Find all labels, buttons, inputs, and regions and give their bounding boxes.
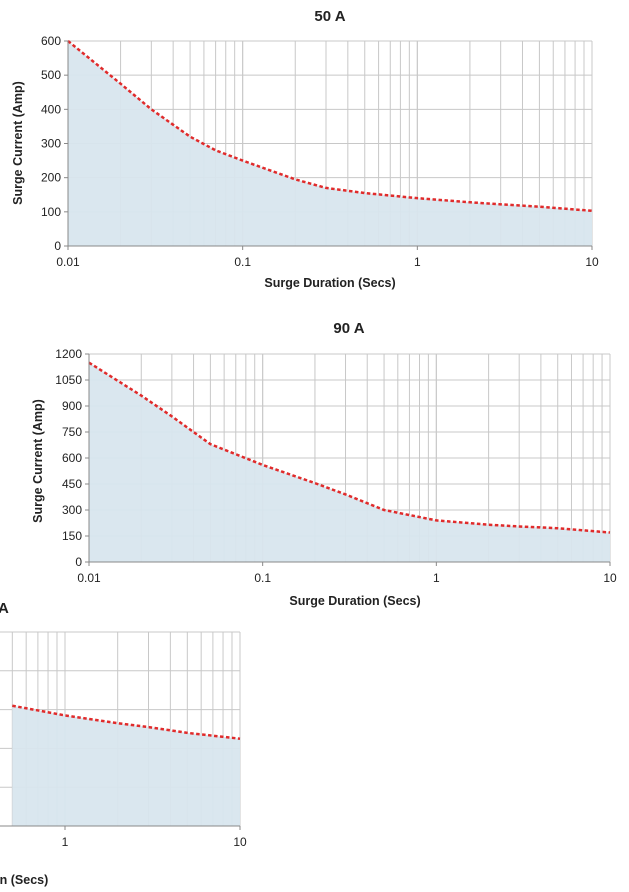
- chart-50a-x-ticks: 0.01 0.1 1 10: [56, 246, 599, 269]
- chart-50a-title: 50 A: [314, 8, 345, 25]
- y-tick-label: 600: [41, 34, 61, 48]
- x-tick-label: 0.1: [254, 571, 271, 585]
- chart-90a-x-axis-label: Surge Duration (Secs): [289, 594, 420, 608]
- y-tick-label: 0: [75, 555, 82, 569]
- x-tick-label: 0.01: [56, 255, 80, 269]
- chart-90a-y-axis-label: Surge Current (Amp): [31, 399, 45, 523]
- x-tick-label: 10: [585, 255, 599, 269]
- chart-90a-area-fill: [89, 362, 610, 562]
- y-tick-label: 300: [41, 137, 61, 151]
- chart-50a-y-axis-label: Surge Current (Amp): [11, 81, 25, 205]
- y-tick-label: 450: [62, 477, 82, 491]
- y-tick-label: 0: [54, 239, 61, 253]
- chart-90a-y-ticks: 0 150 300 450 600 750 900 1050 1200: [55, 347, 89, 569]
- chart-90a-series-line: [88, 361, 611, 534]
- chart-partial-x-ticks: 1 10: [62, 826, 247, 849]
- chart-partial: 1 10 A on (Secs): [0, 600, 247, 887]
- x-tick-label: 1: [62, 835, 69, 849]
- y-tick-label: 1050: [55, 373, 82, 387]
- y-tick-label: 300: [62, 503, 82, 517]
- y-tick-label: 600: [62, 451, 82, 465]
- chart-90a-title: 90 A: [333, 320, 364, 337]
- x-tick-label: 1: [433, 571, 440, 585]
- chart-50a-x-axis-label: Surge Duration (Secs): [264, 276, 395, 290]
- chart-partial-x-axis-label: on (Secs): [0, 873, 48, 887]
- y-tick-label: 200: [41, 171, 61, 185]
- x-tick-label: 10: [233, 835, 247, 849]
- chart-50a-area-fill: [68, 41, 592, 246]
- chart-partial-title-fragment: A: [0, 600, 9, 617]
- y-tick-label: 900: [62, 399, 82, 413]
- chart-90a-x-ticks: 0.01 0.1 1 10: [77, 562, 617, 585]
- chart-90a: 0.01 0.1 1 10 0 150 300 450 600 750 900 1050 1200 9…: [31, 320, 617, 608]
- y-tick-label: 500: [41, 68, 61, 82]
- y-tick-label: 150: [62, 529, 82, 543]
- chart-partial-area-fill: [12, 705, 241, 826]
- y-tick-label: 400: [41, 102, 61, 116]
- x-tick-label: 10: [603, 571, 617, 585]
- y-tick-label: 1200: [55, 347, 82, 361]
- chart-50a-series-line: [67, 40, 593, 213]
- x-tick-label: 0.01: [77, 571, 101, 585]
- chart-50a-y-ticks: 0 100 200 300 400 500 600: [41, 34, 68, 253]
- x-tick-label: 0.1: [234, 255, 251, 269]
- x-tick-label: 1: [414, 255, 421, 269]
- chart-50a: 0.01 0.1 1 10 0 100 200 300 400 500 600 50 A Surg…: [11, 8, 599, 290]
- y-tick-label: 750: [62, 425, 82, 439]
- y-tick-label: 100: [41, 205, 61, 219]
- chart-partial-series-line: [12, 704, 241, 740]
